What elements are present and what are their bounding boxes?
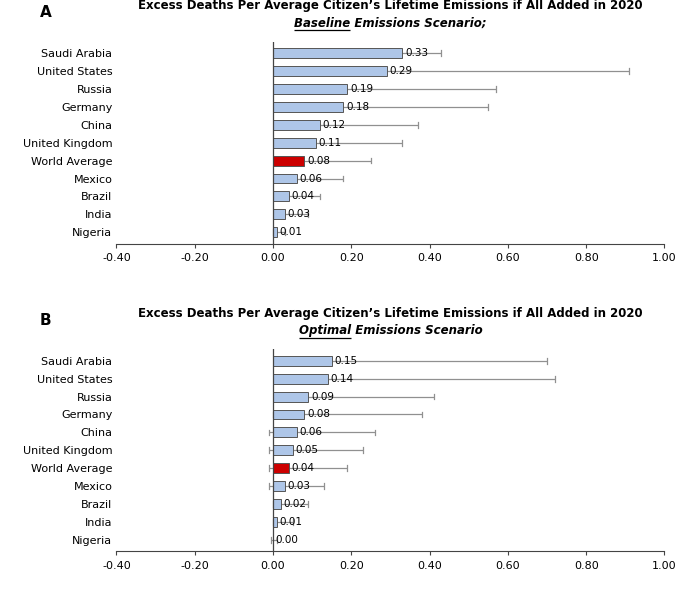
Text: 0.29: 0.29 <box>389 66 412 76</box>
Bar <box>273 356 332 366</box>
Text: 0.05: 0.05 <box>295 445 319 455</box>
Text: Optimal Emissions Scenario: Optimal Emissions Scenario <box>299 324 482 337</box>
Text: 0.06: 0.06 <box>299 428 322 438</box>
Text: 0.19: 0.19 <box>350 84 373 94</box>
Bar <box>273 374 328 384</box>
Text: 0.04: 0.04 <box>291 192 314 202</box>
Text: 0.33: 0.33 <box>405 48 428 58</box>
Text: 0.06: 0.06 <box>299 174 322 183</box>
Bar <box>273 102 343 112</box>
Text: 0.11: 0.11 <box>319 138 342 148</box>
Bar <box>273 192 288 202</box>
Text: 0.14: 0.14 <box>331 374 353 384</box>
Text: 0.04: 0.04 <box>291 463 314 473</box>
Bar <box>273 84 347 94</box>
Bar <box>273 156 304 165</box>
Bar <box>273 463 288 473</box>
Text: 0.08: 0.08 <box>307 155 330 165</box>
Text: 0.09: 0.09 <box>311 391 334 401</box>
Text: 0.08: 0.08 <box>307 410 330 419</box>
Text: Excess Deaths Per Average Citizen’s Lifetime Emissions if All Added in 2020: Excess Deaths Per Average Citizen’s Life… <box>138 307 643 320</box>
Text: 0.03: 0.03 <box>288 209 310 219</box>
Bar <box>273 410 304 419</box>
Text: 0.15: 0.15 <box>334 356 358 366</box>
Text: 0.03: 0.03 <box>288 481 310 491</box>
Bar <box>273 481 285 491</box>
Text: A: A <box>40 5 51 20</box>
Bar <box>273 66 386 76</box>
Bar <box>273 517 277 527</box>
Text: Excess Deaths Per Average Citizen’s Lifetime Emissions if All Added in 2020: Excess Deaths Per Average Citizen’s Life… <box>138 0 643 12</box>
Bar <box>273 48 402 58</box>
Text: 0.00: 0.00 <box>276 535 299 545</box>
Bar <box>273 227 277 237</box>
Bar <box>273 174 297 183</box>
Text: Baseline Emissions Scenario;: Baseline Emissions Scenario; <box>294 17 487 30</box>
Bar <box>273 120 320 130</box>
Text: B: B <box>40 313 51 328</box>
Text: 0.01: 0.01 <box>279 227 303 237</box>
Bar <box>273 391 308 401</box>
Text: 0.12: 0.12 <box>323 120 346 130</box>
Bar <box>273 209 285 219</box>
Bar <box>273 428 297 437</box>
Text: 0.01: 0.01 <box>279 517 303 527</box>
Bar <box>273 138 316 148</box>
Text: 0.02: 0.02 <box>284 499 307 509</box>
Bar <box>273 445 292 455</box>
Bar <box>273 499 281 509</box>
Text: 0.18: 0.18 <box>346 102 369 112</box>
